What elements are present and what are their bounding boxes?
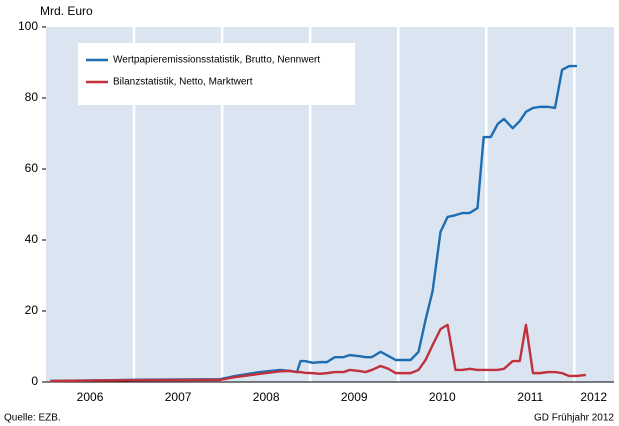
legend-label: Wertpapieremissionsstatistik, Brutto, Ne… [113,55,320,66]
x-tick-label: 2010 [429,390,456,404]
x-tick-label: 2006 [77,390,104,404]
y-tick-label: 60 [25,161,39,175]
y-unit-label: Mrd. Euro [40,4,93,18]
legend-box [78,43,355,105]
series-line [50,323,586,383]
x-tick-label: 2012 [580,390,607,404]
y-tick-label: 0 [31,374,38,388]
source: Quelle: EZB. [4,413,61,424]
y-tick-label: 80 [25,90,39,104]
series-line [50,64,578,383]
legend-label: Bilanzstatistik, Netto, Marktwert [113,77,253,88]
y-tick-label: 20 [25,303,39,317]
x-tick-label: 2008 [253,390,280,404]
x-tick-label: 2011 [517,390,543,404]
y-tick-label: 100 [18,19,38,33]
y-tick-label: 40 [25,232,39,246]
x-tick-label: 2009 [341,390,368,404]
x-tick-label: 2007 [165,390,192,404]
footer: GD Frühjahr 2012 [534,413,614,424]
